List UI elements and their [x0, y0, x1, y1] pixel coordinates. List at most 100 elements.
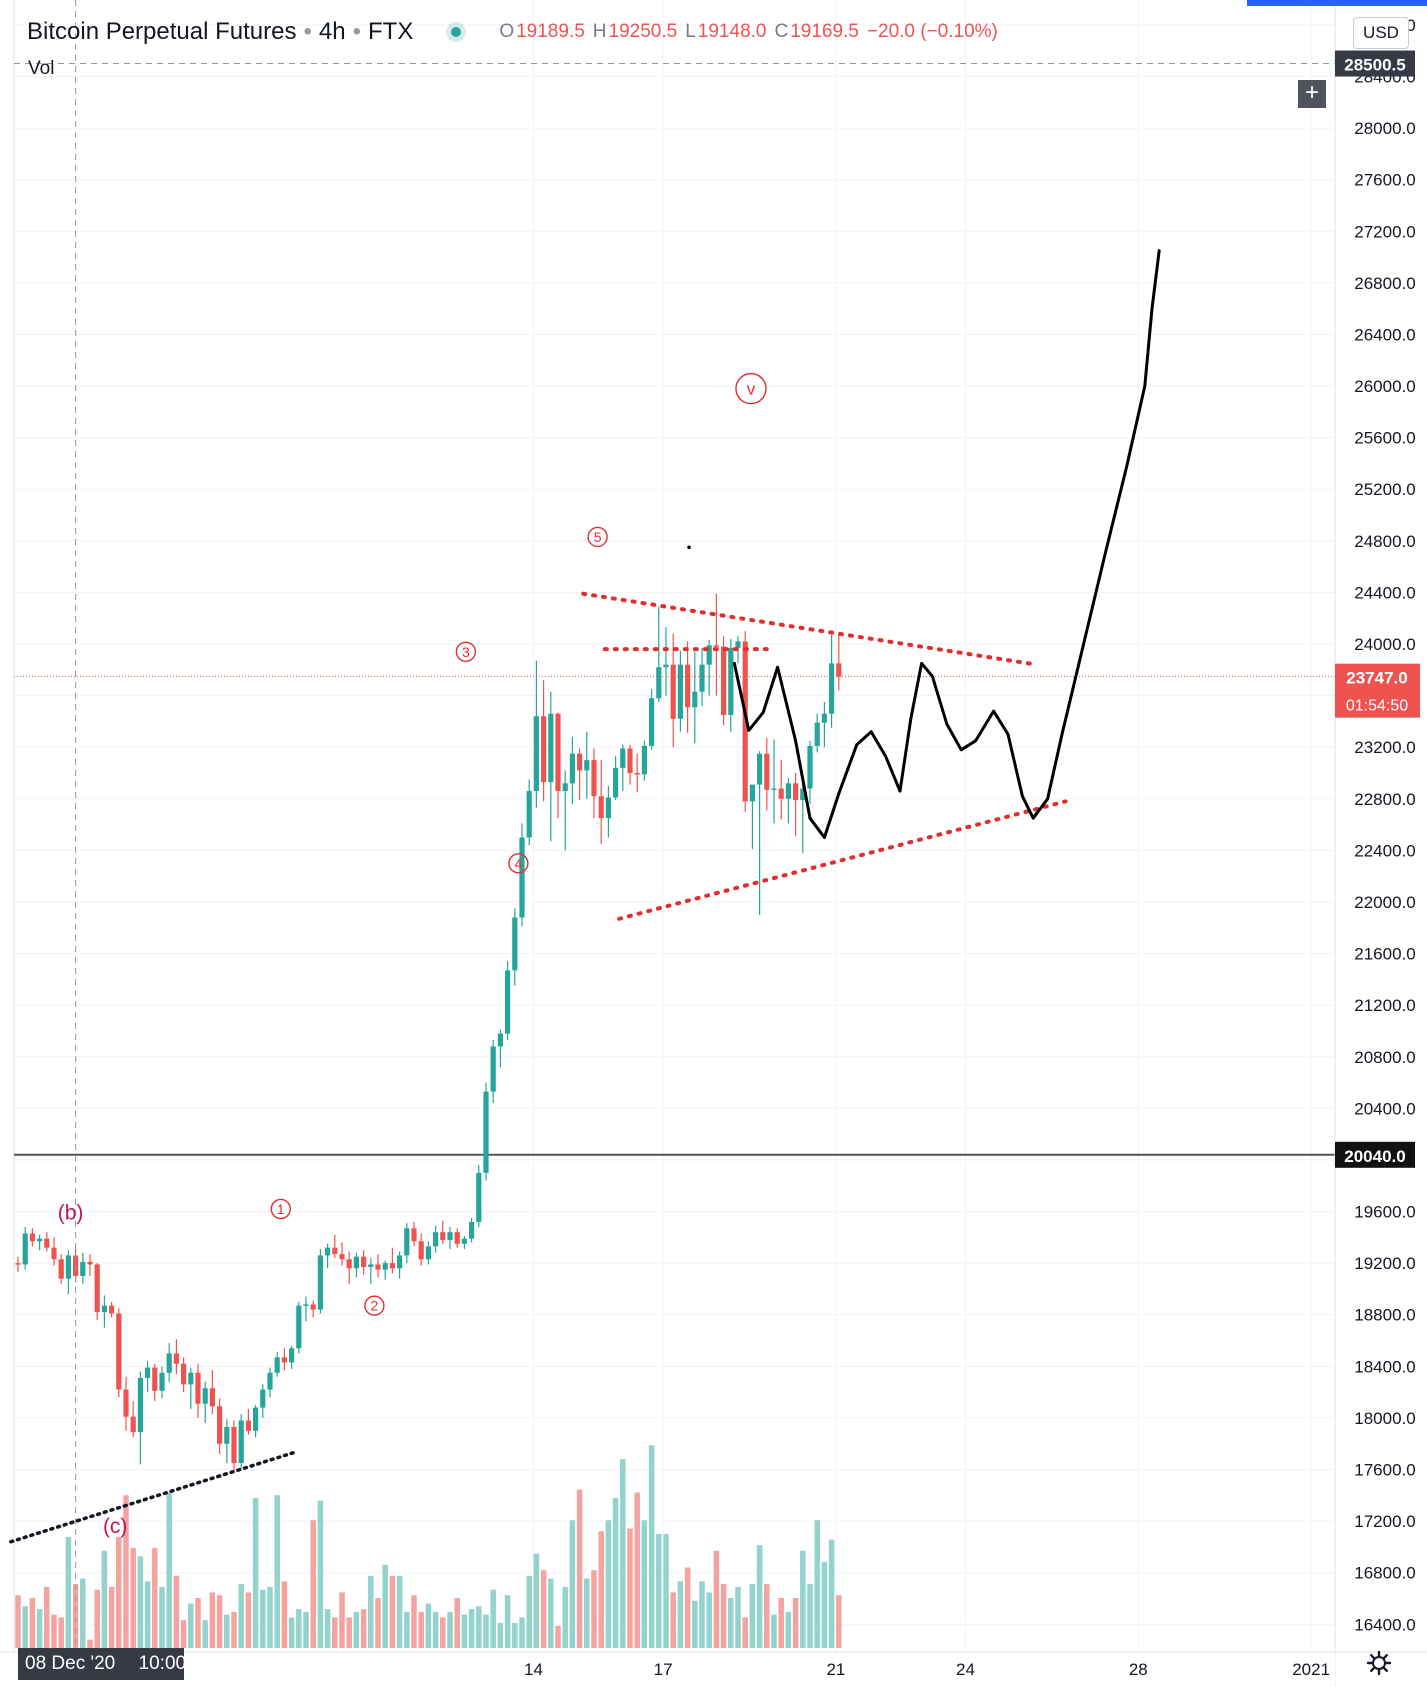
- candle-body: [742, 641, 748, 802]
- candle-body: [447, 1232, 453, 1240]
- volume-bar: [533, 1553, 540, 1648]
- volume-bar: [260, 1589, 266, 1648]
- wave-label-4: 4: [515, 855, 523, 871]
- candle-body: [454, 1232, 460, 1244]
- price-axis[interactable]: [1335, 0, 1427, 1687]
- volume-bar: [411, 1595, 417, 1648]
- volume-bar: [706, 1592, 712, 1648]
- candle-body: [771, 788, 777, 790]
- symbol-name[interactable]: Bitcoin Perpetual Futures: [27, 18, 297, 45]
- volume-bar: [519, 1617, 525, 1648]
- last-price-tag: [1335, 663, 1420, 718]
- candle-body: [706, 645, 712, 665]
- triangle-upper-line[interactable]: [581, 591, 1039, 667]
- volume-bar: [288, 1617, 295, 1648]
- price-tick-label: 19200.0: [1354, 1254, 1415, 1273]
- candle-body: [440, 1232, 446, 1240]
- volume-bar: [368, 1575, 374, 1648]
- volume-bar: [605, 1520, 612, 1648]
- candle-body: [202, 1388, 208, 1404]
- volume-bar: [130, 1548, 136, 1648]
- market-status-icon[interactable]: [451, 27, 462, 37]
- ohlc-open: O 19189.5: [499, 21, 584, 43]
- candle-body: [829, 663, 835, 714]
- candle-body: [821, 713, 827, 723]
- price-tick-label: 20400.0: [1354, 1099, 1415, 1118]
- volume-bar: [252, 1498, 259, 1648]
- volume-bar: [807, 1584, 813, 1648]
- volume-bar: [116, 1536, 122, 1648]
- time-tick-label: 17: [654, 1660, 673, 1679]
- price-tick-label: 26000.0: [1354, 377, 1415, 396]
- triangle-lower-line[interactable]: [617, 799, 1068, 921]
- volume-bar: [821, 1561, 828, 1648]
- interval-label[interactable]: 4h: [318, 18, 346, 45]
- volume-bar: [785, 1611, 792, 1648]
- candle-body: [260, 1389, 266, 1408]
- add-alert-plus-button[interactable]: +: [1298, 80, 1326, 108]
- candle-body: [512, 917, 518, 971]
- candle-body: [346, 1259, 352, 1269]
- volume-bar: [641, 1520, 648, 1648]
- candle-body: [332, 1247, 338, 1255]
- candle-body: [778, 788, 784, 799]
- price-tick-label: 27200.0: [1354, 222, 1415, 241]
- volume-bar: [15, 1595, 21, 1648]
- time-axis[interactable]: [0, 1652, 1335, 1687]
- candle-body: [123, 1389, 129, 1417]
- wave-label-3: 3: [462, 644, 470, 660]
- volume-bar: [159, 1586, 165, 1648]
- candle-body: [425, 1246, 431, 1260]
- crosshair-time: 10:00: [138, 1653, 187, 1674]
- horizontal-line-price-label: 20040.0: [1344, 1147, 1405, 1166]
- volume-bar: [267, 1586, 273, 1648]
- candle-body: [728, 647, 734, 715]
- volume-bar: [836, 1595, 842, 1648]
- volume-bar: [483, 1614, 489, 1648]
- volume-bar: [562, 1586, 568, 1648]
- volume-bar: [800, 1550, 806, 1648]
- price-tick-label: 18800.0: [1354, 1306, 1415, 1325]
- price-tick-label: 17600.0: [1354, 1461, 1415, 1480]
- bar-countdown-label: 01:54:50: [1346, 698, 1408, 715]
- candle-body: [533, 716, 539, 792]
- candle-body: [591, 760, 597, 797]
- crosshair-date: 08 Dec '20: [25, 1653, 116, 1674]
- candle-body: [224, 1426, 230, 1444]
- volume-bar: [490, 1589, 496, 1648]
- candle-body: [649, 698, 655, 746]
- settings-gear-icon[interactable]: [1361, 1645, 1397, 1681]
- volume-bar: [72, 1584, 79, 1648]
- volume-bar: [677, 1581, 684, 1648]
- candle-body: [15, 1263, 21, 1265]
- volume-bar: [94, 1589, 100, 1648]
- wave-label-circle: [508, 853, 529, 874]
- volume-bar: [80, 1578, 86, 1648]
- price-tick-label: 23200.0: [1354, 738, 1415, 757]
- candle-body: [137, 1377, 143, 1433]
- horizontal-line-price-tag: [1335, 1141, 1415, 1168]
- ohlc-open-label: O: [499, 21, 515, 42]
- volume-bar: [324, 1609, 331, 1648]
- volume-bar: [152, 1548, 158, 1648]
- volume-bar: [353, 1611, 360, 1648]
- price-tick-label: 21200.0: [1354, 996, 1415, 1015]
- price-tick-label: 21600.0: [1354, 945, 1415, 964]
- candle-body: [238, 1420, 244, 1464]
- trendline-support[interactable]: [9, 1449, 300, 1544]
- volume-bar: [382, 1564, 388, 1648]
- volume-bar: [461, 1614, 468, 1648]
- currency-button[interactable]: USD: [1353, 17, 1409, 49]
- price-tick-label: 20800.0: [1354, 1048, 1415, 1067]
- candle-body: [303, 1304, 309, 1306]
- candle-body: [685, 664, 691, 708]
- projected-price-path[interactable]: [732, 249, 1161, 839]
- wave-label-v: v: [747, 380, 756, 399]
- volume-bar: [346, 1617, 352, 1648]
- price-tick-label: 22000.0: [1354, 893, 1415, 912]
- candle-body: [188, 1372, 194, 1385]
- candle-body: [584, 760, 590, 771]
- volume-legend[interactable]: Vol: [28, 58, 55, 79]
- volume-bar: [101, 1550, 108, 1648]
